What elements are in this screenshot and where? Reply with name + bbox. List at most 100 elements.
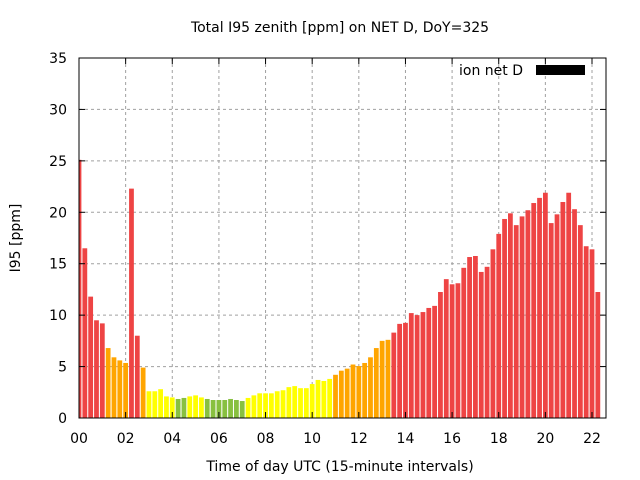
x-tick-label: 16 xyxy=(443,431,461,447)
bar xyxy=(438,292,443,418)
bar xyxy=(496,233,502,418)
bar xyxy=(391,332,397,418)
bar xyxy=(251,395,257,418)
bar xyxy=(146,391,152,418)
bar xyxy=(280,390,286,418)
x-tick-label: 08 xyxy=(257,431,275,447)
bar xyxy=(426,307,432,418)
bar xyxy=(175,398,181,418)
bar xyxy=(199,397,204,418)
bar xyxy=(414,315,420,418)
bar xyxy=(368,357,373,418)
bar xyxy=(298,388,303,418)
bar xyxy=(478,271,484,418)
legend-label: ion net D xyxy=(459,63,523,79)
bar xyxy=(129,188,134,418)
bar xyxy=(88,296,94,418)
bar xyxy=(467,257,472,418)
bar xyxy=(502,218,507,418)
bar xyxy=(274,391,280,418)
bar xyxy=(79,159,82,419)
x-tick-label: 12 xyxy=(350,431,368,447)
bar xyxy=(204,398,210,418)
x-tick-label: 22 xyxy=(583,431,601,447)
bar xyxy=(362,362,368,418)
x-tick-label: 20 xyxy=(536,431,554,447)
bar xyxy=(403,322,408,418)
bar xyxy=(373,348,379,418)
y-tick-label: 25 xyxy=(49,154,67,170)
bar xyxy=(263,393,268,418)
y-tick-label: 30 xyxy=(49,102,67,118)
bar xyxy=(356,366,362,418)
bar xyxy=(134,335,140,418)
bar xyxy=(117,360,123,418)
bar xyxy=(542,192,548,418)
bar xyxy=(554,214,560,418)
y-axis-label: I95 [ppm] xyxy=(8,204,24,273)
x-tick-label: 02 xyxy=(117,431,135,447)
y-tick-label: 0 xyxy=(58,411,67,427)
y-tick-labels: 0 5 10 15 20 25 30 35 xyxy=(49,51,67,427)
bar xyxy=(350,364,356,418)
bar xyxy=(321,380,327,418)
bar xyxy=(525,210,531,418)
bar xyxy=(420,312,426,418)
plot-frame xyxy=(78,57,607,419)
bar xyxy=(210,400,216,418)
legend-swatch xyxy=(536,65,585,75)
bar xyxy=(292,386,298,418)
bar xyxy=(140,367,146,418)
x-tick-labels: 00 02 04 06 08 10 12 14 16 18 20 22 xyxy=(70,431,601,447)
bar xyxy=(583,246,589,418)
y-tick-label: 10 xyxy=(49,308,67,324)
bar xyxy=(473,256,478,418)
bar xyxy=(268,393,274,418)
bar xyxy=(181,397,187,418)
bar xyxy=(338,370,344,418)
bar xyxy=(123,362,129,418)
bar xyxy=(432,305,437,418)
bar xyxy=(228,398,233,418)
bar xyxy=(193,395,198,418)
axis-ticks xyxy=(78,57,606,419)
bar xyxy=(566,192,572,418)
bar xyxy=(449,284,455,418)
bar xyxy=(537,197,542,418)
bar xyxy=(577,225,583,418)
bar xyxy=(560,202,566,418)
bar xyxy=(315,379,321,418)
bar xyxy=(94,320,99,418)
bar xyxy=(257,393,263,418)
x-axis-label: Time of day UTC (15-minute intervals) xyxy=(205,459,473,475)
bar xyxy=(158,389,164,418)
bar xyxy=(222,400,228,418)
bars xyxy=(79,159,601,419)
x-tick-label: 00 xyxy=(70,431,88,447)
bar xyxy=(111,357,117,418)
x-tick-label: 18 xyxy=(490,431,508,447)
bar xyxy=(216,400,222,418)
bar xyxy=(82,248,88,418)
bar xyxy=(408,313,414,418)
bar xyxy=(397,323,403,418)
bar xyxy=(379,340,385,418)
bar xyxy=(344,368,350,418)
bar xyxy=(595,292,601,418)
bar xyxy=(455,283,461,418)
x-tick-label: 14 xyxy=(397,431,415,447)
bar xyxy=(572,209,577,418)
bar xyxy=(239,401,245,418)
bar xyxy=(490,249,496,418)
y-tick-label: 15 xyxy=(49,257,67,273)
chart-title: Total I95 zenith [ppm] on NET D, DoY=325 xyxy=(190,20,489,36)
y-tick-label: 20 xyxy=(49,205,67,221)
bar xyxy=(303,388,309,418)
x-tick-label: 10 xyxy=(303,431,321,447)
bar xyxy=(234,400,239,418)
bar xyxy=(327,378,333,418)
bar xyxy=(187,396,193,418)
bar xyxy=(169,397,175,418)
bar xyxy=(309,384,315,418)
